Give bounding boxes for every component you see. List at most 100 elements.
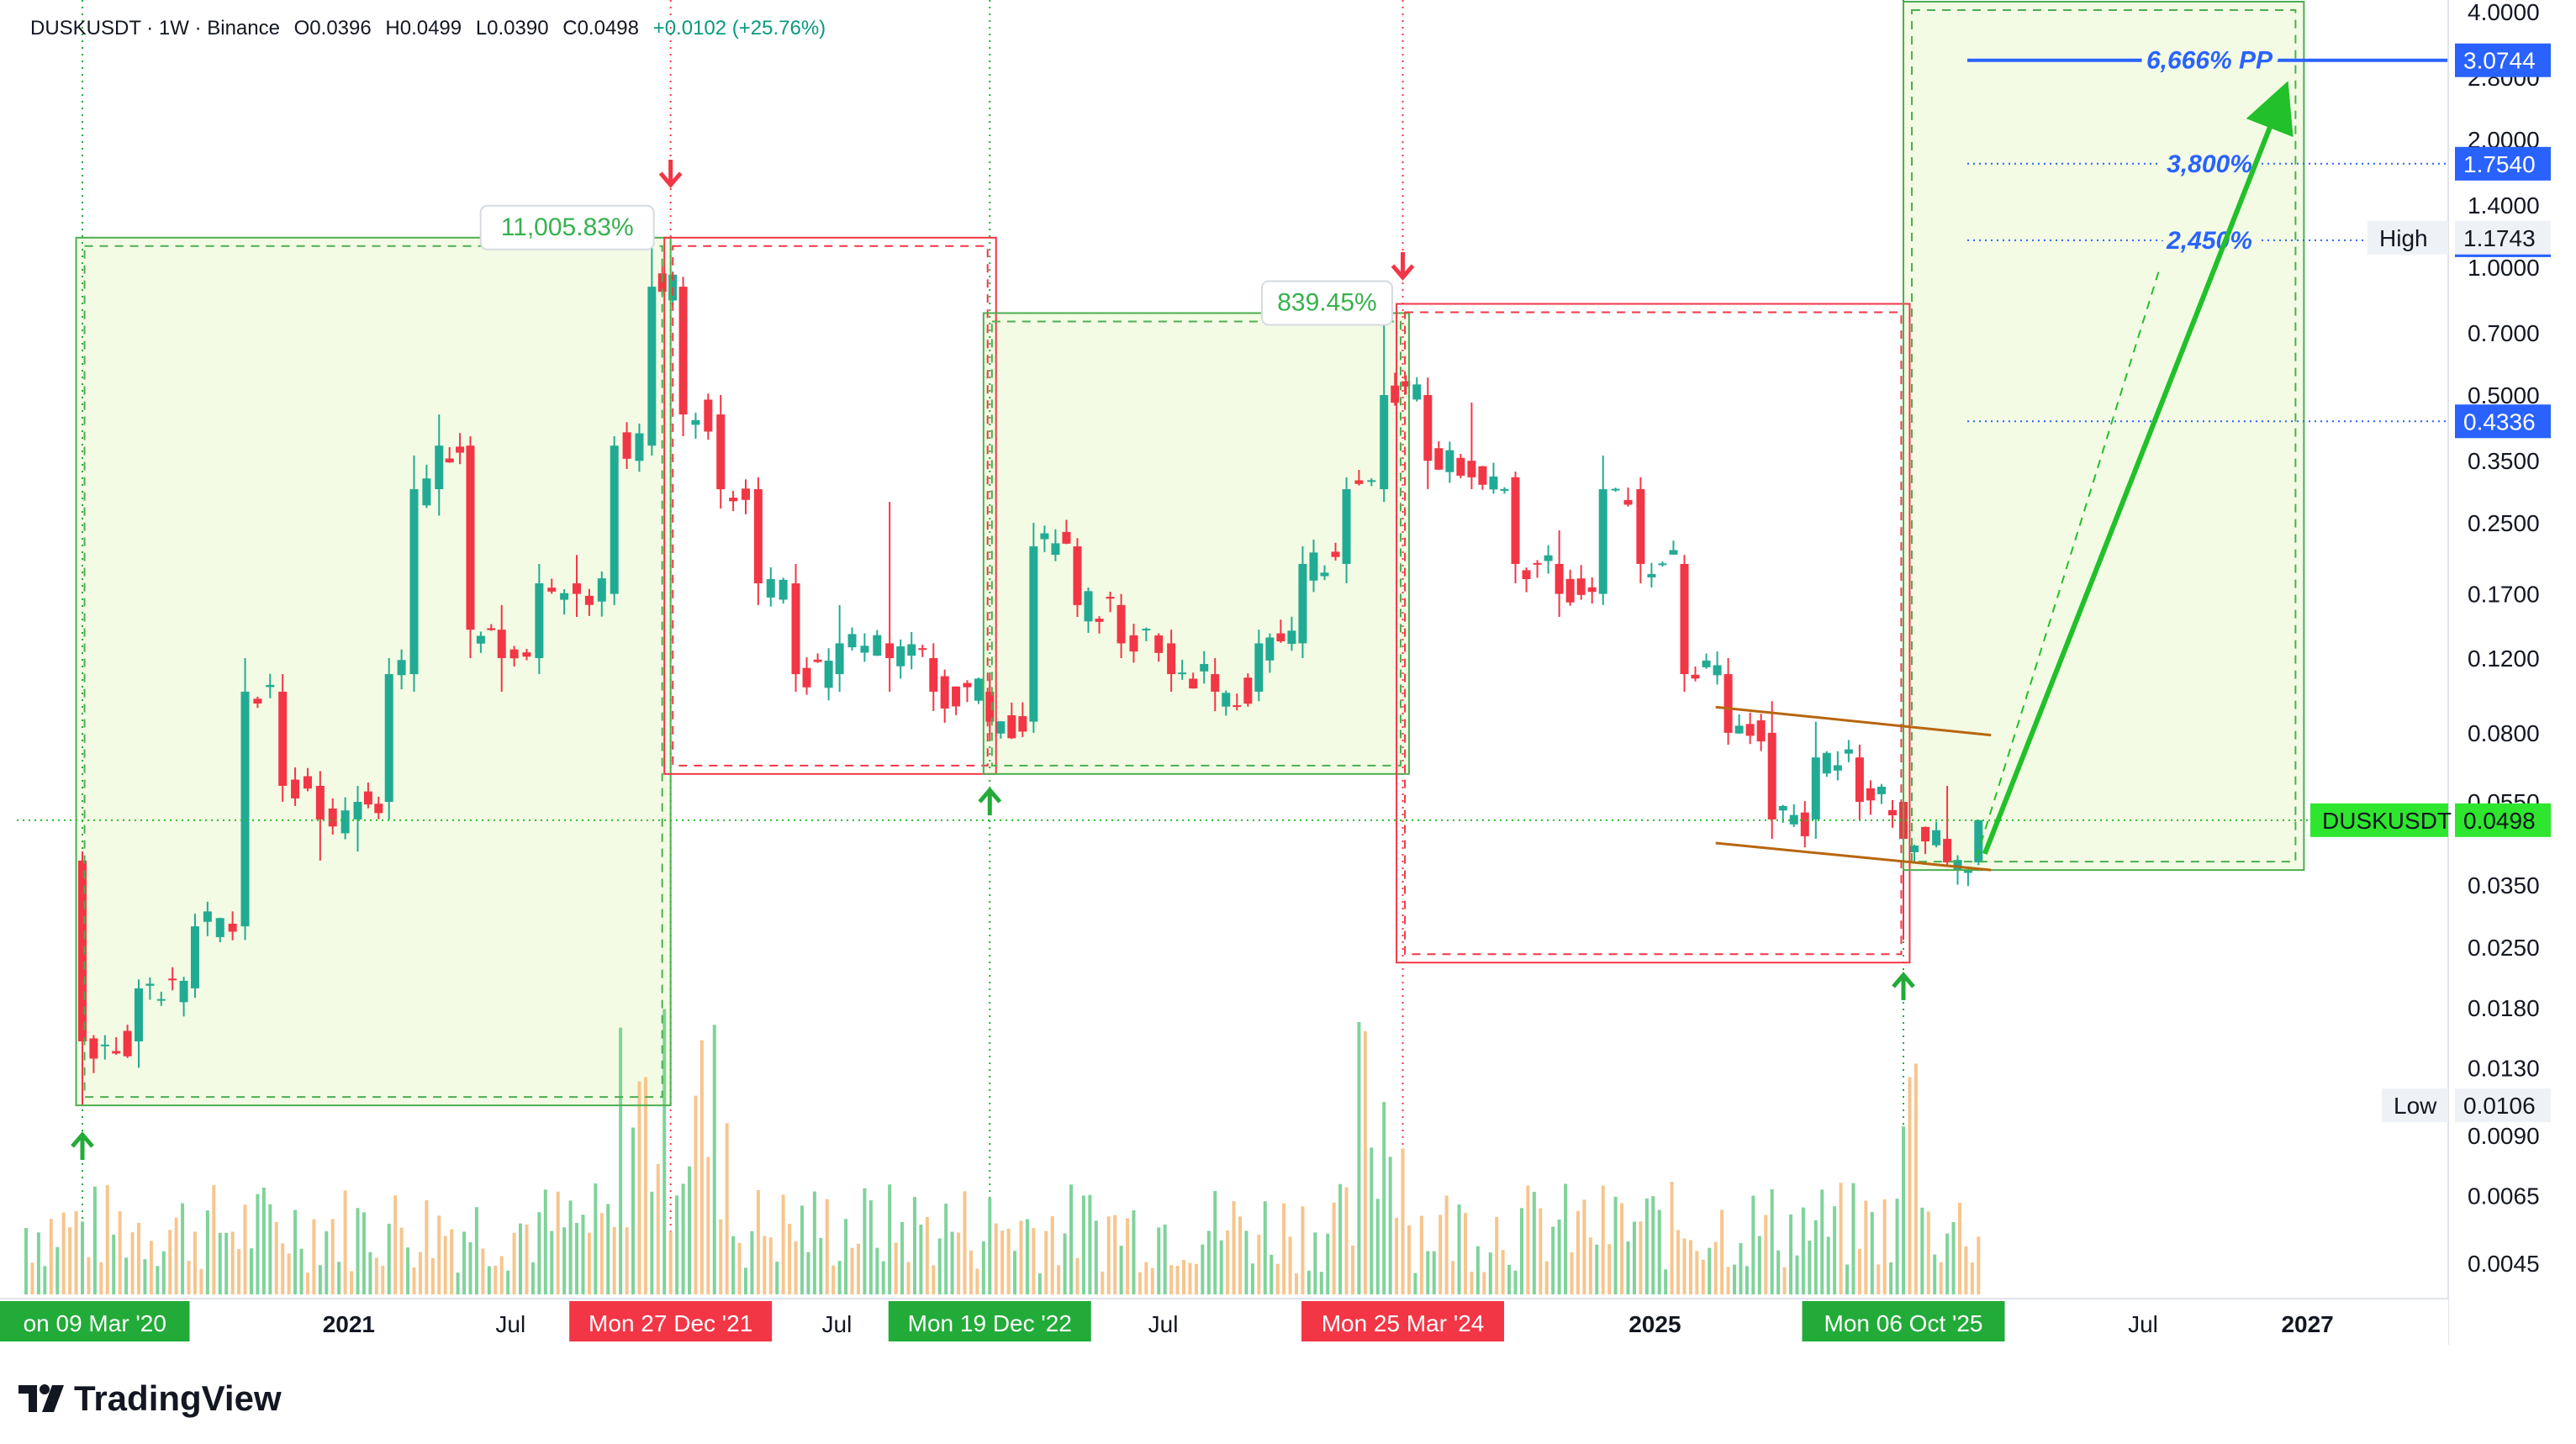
volume-bar: [1664, 1269, 1668, 1294]
candle-body: [397, 660, 406, 676]
candle-body: [1921, 826, 1930, 842]
candle-body: [1342, 489, 1351, 564]
candle-body: [704, 399, 713, 432]
volume-bar: [1877, 1264, 1881, 1294]
date-tag-bg: [569, 1301, 773, 1341]
volume-bar: [768, 1237, 773, 1294]
volume-bar: [1570, 1252, 1574, 1294]
volume-bar: [499, 1256, 504, 1294]
last-price-tag-bg: [2455, 803, 2551, 837]
volume-bar: [1119, 1246, 1123, 1294]
price-tick-label: 0.2500: [2468, 510, 2540, 536]
volume-bar: [356, 1208, 360, 1294]
volume-bar: [406, 1247, 410, 1294]
volume-bar: [156, 1266, 160, 1294]
volume-bar: [1701, 1259, 1705, 1294]
volume-bar: [412, 1267, 416, 1294]
volume-bar: [425, 1200, 429, 1294]
volume-bar: [299, 1248, 304, 1294]
long-inner-dashed-box: [83, 245, 663, 1099]
volume-bar: [1539, 1208, 1543, 1294]
volume-bar: [1620, 1203, 1624, 1294]
volume-bar: [750, 1231, 754, 1294]
volume-bar: [1813, 1220, 1818, 1294]
volume-bar: [1920, 1207, 1924, 1294]
zone-layer: [76, 2, 2304, 1106]
volume-bar: [330, 1219, 335, 1294]
volume-bar: [43, 1266, 47, 1294]
candle-body: [1062, 531, 1071, 544]
volume-bar: [1037, 1273, 1042, 1294]
candle-body: [885, 643, 895, 658]
candle-body: [1142, 629, 1151, 631]
price-tick-label: 4.0000: [2468, 0, 2540, 25]
volume-bar: [806, 1252, 810, 1294]
volume-bar: [124, 1257, 129, 1294]
volume-bar: [1951, 1222, 1956, 1294]
volume-bar: [1770, 1188, 1774, 1294]
volume-bar: [756, 1189, 760, 1294]
candle-body: [1963, 869, 1972, 873]
volume-bar: [994, 1223, 998, 1294]
volume-bar: [99, 1262, 103, 1294]
volume-bar: [487, 1266, 491, 1294]
candle-body: [384, 674, 393, 803]
volume-bar: [868, 1200, 873, 1294]
volume-bar: [506, 1270, 510, 1294]
target-price-tag: 1.7540: [2463, 151, 2536, 177]
volume-bar: [261, 1188, 266, 1294]
volume-bar: [1363, 1030, 1367, 1294]
volume-bar: [1313, 1232, 1317, 1294]
candle-body: [622, 432, 631, 459]
candle-body: [1129, 635, 1138, 652]
volume-bar: [1295, 1273, 1298, 1294]
candle-body: [1265, 637, 1275, 661]
candle-body: [1767, 732, 1776, 819]
date-tag-label: Mon 27 Dec '21: [589, 1310, 752, 1336]
volume-bar: [1370, 1147, 1374, 1294]
projection-dashed-line: [1975, 266, 2162, 859]
target-price-tag-bg: [2455, 146, 2551, 181]
volume-bar: [437, 1215, 441, 1294]
tradingview-brand[interactable]: TradingView: [17, 1378, 282, 1419]
volume-bar: [1688, 1240, 1692, 1294]
date-tag-label: Mon 19 Dec '22: [908, 1310, 1072, 1336]
volume-bar: [55, 1246, 60, 1294]
volume-bar: [1833, 1206, 1837, 1294]
volume-bar: [1069, 1184, 1074, 1294]
volume-bar: [1081, 1195, 1085, 1294]
long-inner-dashed-box: [1911, 9, 2297, 863]
candle-body: [340, 810, 350, 834]
volume-bar: [1595, 1244, 1599, 1294]
volume-bar: [61, 1212, 66, 1294]
volume-bar: [1375, 1199, 1380, 1294]
volume-bar: [312, 1219, 316, 1294]
tradingview-logo-icon: [18, 1384, 64, 1412]
bottom-arrow-icon: [71, 1131, 94, 1160]
volume-bar: [1226, 1230, 1230, 1294]
volume-bar: [681, 1183, 685, 1294]
volume-bar: [1270, 1254, 1274, 1294]
volume-bar: [688, 1166, 691, 1294]
target-percent-label: 3,800%: [2167, 150, 2252, 178]
candle-body: [1943, 839, 1952, 863]
volume-bar: [512, 1232, 516, 1294]
volume-bar: [1357, 1021, 1361, 1294]
volume-bar: [293, 1209, 298, 1294]
high-price-tag: 1.1743: [2463, 225, 2536, 251]
volume-bar: [763, 1236, 767, 1294]
volume-bar: [1957, 1203, 1961, 1294]
volume-bar: [1219, 1240, 1223, 1294]
volume-bar: [1695, 1251, 1699, 1294]
volume-bar: [1194, 1263, 1198, 1294]
bottom-arrow-icon: [978, 787, 1002, 815]
candle-body: [156, 999, 166, 1001]
candle-body: [1051, 543, 1060, 556]
low-price-tag-prefix: Low: [2394, 1093, 2437, 1119]
volume-bar: [1820, 1189, 1824, 1294]
volume-bar: [875, 1247, 879, 1294]
volume-bar: [418, 1252, 422, 1294]
volume-bar: [1713, 1241, 1718, 1294]
target-price-tag: 3.0744: [2463, 48, 2536, 74]
